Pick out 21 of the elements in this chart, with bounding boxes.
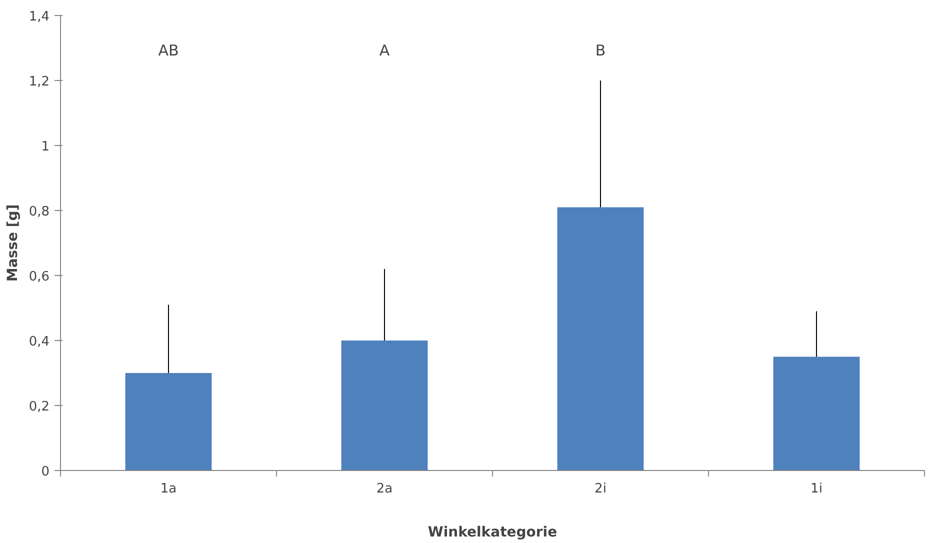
annotation: B <box>595 42 606 60</box>
bar <box>341 340 428 470</box>
y-axis-title: Masse [g] <box>4 204 21 282</box>
y-tick-label: 0,8 <box>28 204 50 220</box>
y-tick-label: 0,6 <box>28 270 50 284</box>
x-tick-label: 2a <box>376 482 393 496</box>
annotation: AB <box>158 42 179 60</box>
y-tick-label: 1 <box>41 140 50 154</box>
x-tick-label: 1i <box>810 482 822 496</box>
y-tick-label: 1,4 <box>28 10 50 24</box>
x-axis-title: Winkelkategorie <box>428 524 558 540</box>
y-tick-label: 0 <box>41 464 50 480</box>
annotation: A <box>379 42 390 60</box>
bar <box>557 207 644 470</box>
bar <box>773 356 860 470</box>
x-tick-label: 1a <box>160 482 177 496</box>
x-tick-label: 2i <box>594 482 606 496</box>
bar <box>125 373 212 470</box>
y-tick-label: 0,4 <box>28 334 50 350</box>
y-tick-label: 0,2 <box>28 400 50 414</box>
y-tick-label: 1,2 <box>28 74 50 90</box>
